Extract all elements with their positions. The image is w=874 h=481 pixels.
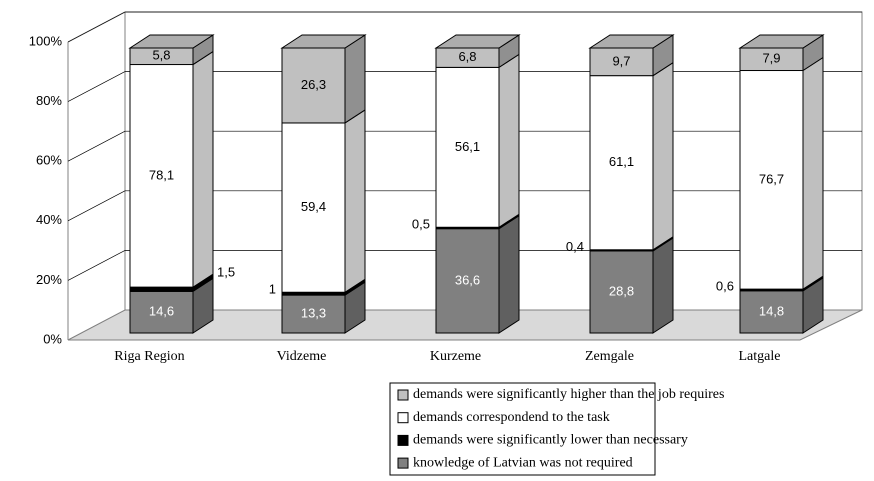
grid-line bbox=[67, 190, 126, 222]
bar-segment bbox=[589, 250, 654, 334]
x-tick-label: Kurzeme bbox=[430, 349, 481, 364]
bar-segment bbox=[281, 47, 346, 124]
value-label: 0,6 bbox=[716, 279, 734, 294]
value-label: 5,8 bbox=[152, 48, 170, 63]
bar-segment bbox=[435, 66, 500, 228]
grid-line bbox=[67, 11, 126, 43]
bar-top bbox=[128, 34, 215, 49]
value-label: 13,3 bbox=[301, 305, 326, 320]
bar-segment bbox=[435, 228, 500, 334]
legend-label: knowledge of Latvian was not required bbox=[413, 455, 633, 470]
value-label: 76,7 bbox=[759, 171, 784, 186]
y-tick-label: 100% bbox=[29, 33, 63, 48]
bar-side bbox=[192, 50, 214, 289]
bar-side bbox=[498, 214, 520, 334]
bar-side bbox=[344, 109, 366, 294]
value-label: 1,5 bbox=[217, 265, 235, 280]
legend-label: demands correspondend to the task bbox=[413, 410, 610, 425]
value-label: 28,8 bbox=[609, 283, 634, 298]
y-tick-label: 0% bbox=[43, 331, 62, 346]
legend-swatch bbox=[397, 434, 409, 446]
grid-line bbox=[67, 250, 126, 281]
bar-side bbox=[652, 61, 674, 251]
grid-line bbox=[67, 71, 126, 102]
value-label: 7,9 bbox=[762, 51, 780, 66]
value-label: 9,7 bbox=[612, 53, 630, 68]
legend-label: demands were significantly higher than t… bbox=[413, 387, 724, 402]
x-tick-label: Zemgale bbox=[585, 349, 634, 364]
value-label: 14,8 bbox=[759, 303, 784, 318]
bar-top bbox=[588, 34, 675, 49]
bar-segment bbox=[739, 70, 804, 290]
bar-top bbox=[434, 34, 521, 49]
bar-top bbox=[738, 34, 825, 49]
bar-side bbox=[802, 56, 824, 291]
bar-segment bbox=[739, 290, 804, 334]
bar-segment bbox=[589, 47, 654, 77]
legend-swatch bbox=[397, 389, 409, 401]
bar-side bbox=[652, 236, 674, 334]
legend-swatch bbox=[397, 457, 409, 469]
y-tick-label: 20% bbox=[36, 272, 62, 287]
bar-side bbox=[498, 53, 520, 229]
y-tick-label: 60% bbox=[36, 153, 62, 168]
x-tick-label: Riga Region bbox=[114, 349, 184, 364]
value-label: 14,6 bbox=[149, 304, 174, 319]
value-label: 0,4 bbox=[566, 239, 584, 254]
x-tick-label: Vidzeme bbox=[277, 349, 327, 364]
y-tick-label: 80% bbox=[36, 93, 62, 108]
legend-swatch bbox=[397, 412, 409, 424]
bar-side bbox=[344, 34, 366, 124]
value-label: 36,6 bbox=[455, 272, 480, 287]
value-label: 0,5 bbox=[412, 217, 430, 232]
value-label: 6,8 bbox=[458, 49, 476, 64]
value-label: 1 bbox=[269, 282, 276, 297]
bar-segment bbox=[129, 286, 194, 292]
bar-top bbox=[280, 34, 367, 49]
value-label: 56,1 bbox=[455, 139, 480, 154]
y-tick-label: 40% bbox=[36, 212, 62, 227]
grid-line bbox=[67, 130, 126, 162]
value-label: 59,4 bbox=[301, 199, 326, 214]
legend-label: demands were significantly lower than ne… bbox=[413, 433, 688, 448]
value-label: 61,1 bbox=[609, 154, 634, 169]
x-tick-label: Latgale bbox=[739, 349, 781, 364]
bar-segment bbox=[281, 122, 346, 293]
value-label: 78,1 bbox=[149, 167, 174, 182]
bar-segment bbox=[589, 75, 654, 251]
value-label: 26,3 bbox=[301, 77, 326, 92]
legend-box bbox=[389, 382, 656, 476]
bar-segment bbox=[129, 64, 194, 288]
